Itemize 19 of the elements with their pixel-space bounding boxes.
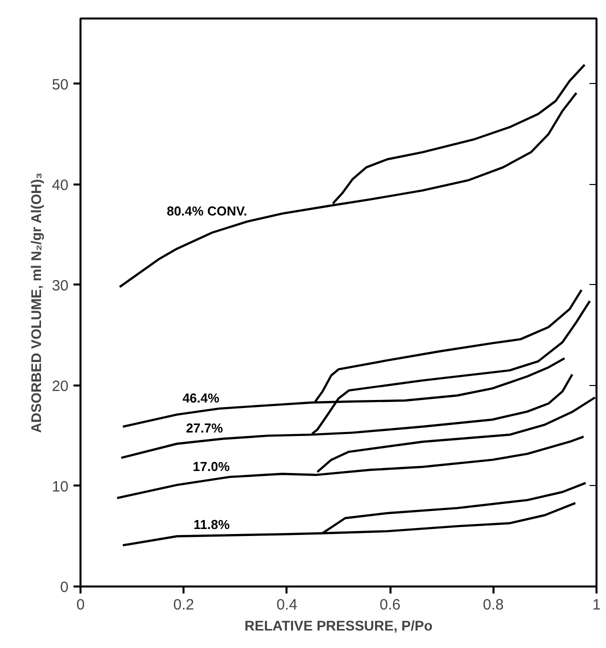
series-label: 11.8% <box>193 517 230 532</box>
x-tick-label: 0.6 <box>380 596 401 614</box>
y-tick-label: 30 <box>52 277 69 294</box>
x-tick-label: 0.4 <box>276 596 298 614</box>
series-label: 27.7% <box>186 420 224 436</box>
y-axis-title: ADSORBED VOLUME, ml N₂/gr Al(OH)₃ <box>28 172 44 433</box>
x-tick-label: 0.2 <box>173 596 194 614</box>
x-tick-label: 0 <box>76 596 85 614</box>
series-label: 17.0% <box>192 458 230 474</box>
x-axis-title: RELATIVE PRESSURE, P/Po <box>244 618 432 634</box>
y-tick-label: 0 <box>60 579 68 596</box>
y-tick-label: 40 <box>52 176 69 194</box>
y-tick-label: 20 <box>52 378 69 395</box>
y-tick-label: 50 <box>52 76 69 94</box>
x-tick-label: 0.8 <box>482 596 504 614</box>
x-tick-label: 1 <box>592 596 601 614</box>
series-label: 46.4% <box>182 390 220 406</box>
series-label: 80.4% CONV. <box>166 204 248 219</box>
y-tick-label: 10 <box>52 478 69 496</box>
